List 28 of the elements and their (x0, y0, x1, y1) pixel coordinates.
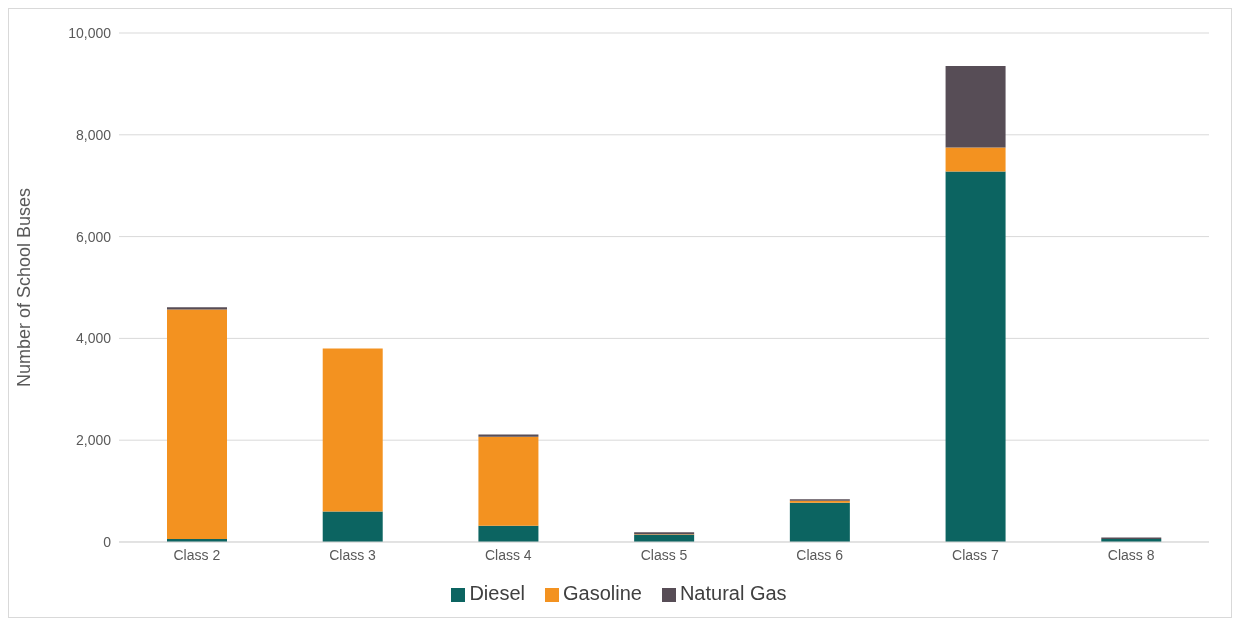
y-tick-label: 8,000 (75, 126, 112, 143)
x-tick-label: Class 2 (173, 546, 221, 563)
bar (167, 307, 227, 310)
bar (945, 147, 1006, 172)
legend-label: Gasoline (562, 582, 642, 604)
y-tick-label: 2,000 (75, 432, 112, 449)
y-axis-title: Number of School Buses (14, 187, 35, 388)
bar (789, 502, 850, 542)
x-tick-label: Class 4 (484, 546, 532, 563)
bar (945, 171, 1006, 542)
x-tick-label: Class 3 (329, 546, 377, 563)
bar (167, 309, 227, 539)
x-tick-label: Class 8 (1107, 546, 1155, 563)
legend-label: Diesel (469, 582, 525, 604)
x-tick-label: Class 6 (796, 546, 844, 563)
x-tick-label: Class 5 (640, 546, 688, 563)
bar (945, 66, 1006, 148)
y-tick-label: 10,000 (68, 24, 112, 41)
bar (478, 434, 539, 437)
y-tick-label: 0 (103, 533, 112, 550)
x-tick-label: Class 7 (952, 546, 999, 563)
legend-label: Natural Gas (679, 582, 787, 604)
y-tick-label: 6,000 (75, 228, 112, 245)
y-tick-label: 4,000 (75, 330, 112, 347)
bar (478, 525, 539, 542)
bar (478, 436, 539, 526)
bar (322, 348, 383, 512)
bar (322, 511, 383, 542)
